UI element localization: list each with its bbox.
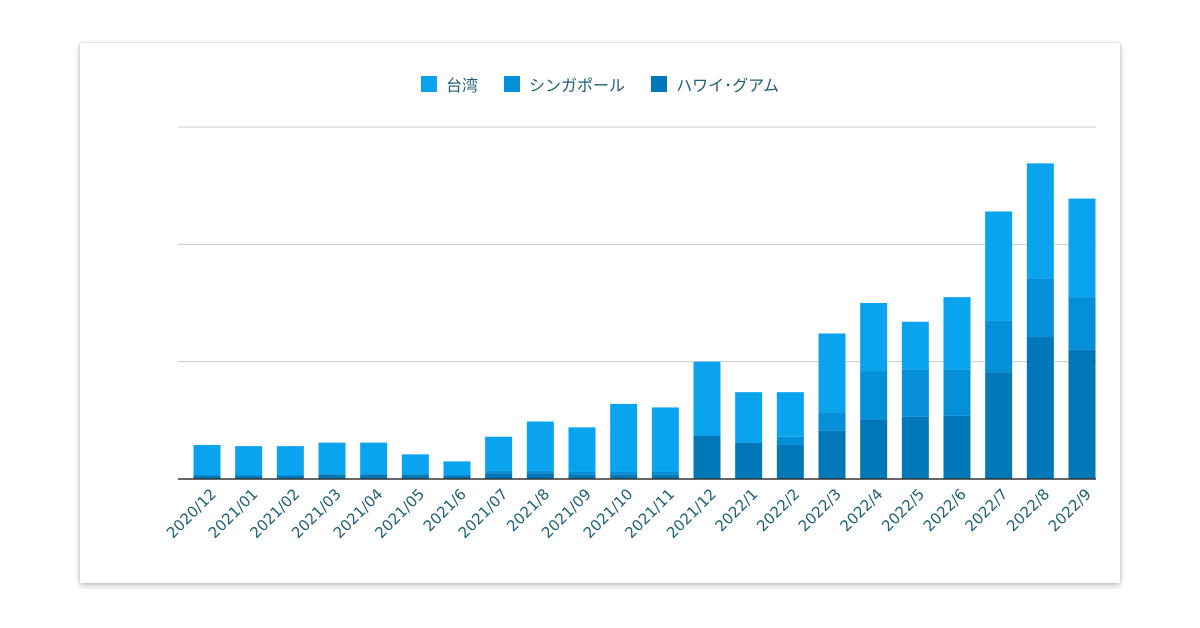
bar-segment-0-17[interactable] <box>902 417 929 479</box>
bar-segment-0-13[interactable] <box>735 443 762 479</box>
bar-segment-0-14[interactable] <box>777 445 804 479</box>
bar-segment-1-19[interactable] <box>985 321 1012 373</box>
x-tick-label: 2022/6 <box>920 485 970 535</box>
bar-segment-2-2[interactable] <box>277 446 304 475</box>
bar-segment-1-20[interactable] <box>1027 278 1054 337</box>
bar-segment-1-21[interactable] <box>1069 297 1096 350</box>
bar-segment-2-0[interactable] <box>194 445 221 476</box>
bar-segment-2-12[interactable] <box>694 362 721 436</box>
bars <box>194 163 1096 479</box>
bar-segment-0-19[interactable] <box>985 372 1012 479</box>
bar-segment-1-15[interactable] <box>819 412 846 431</box>
chart-plot: 2020/122021/012021/022021/032021/042021/… <box>80 43 1120 583</box>
bar-segment-1-8[interactable] <box>527 471 554 473</box>
bar-segment-0-7[interactable] <box>485 473 512 479</box>
bar-segment-2-7[interactable] <box>485 437 512 471</box>
bar-segment-2-6[interactable] <box>444 461 471 475</box>
x-tick-label: 2022/4 <box>836 485 886 535</box>
bar-segment-1-16[interactable] <box>860 371 887 419</box>
bar-segment-2-14[interactable] <box>777 392 804 437</box>
bar-segment-2-20[interactable] <box>1027 163 1054 278</box>
bar-segment-1-9[interactable] <box>569 472 596 474</box>
x-tick-label: 2022/7 <box>961 485 1011 535</box>
bar-segment-0-21[interactable] <box>1069 350 1096 479</box>
bar-segment-2-10[interactable] <box>610 404 637 472</box>
bar-segment-2-11[interactable] <box>652 407 679 472</box>
bar-segment-2-1[interactable] <box>235 446 262 475</box>
bar-segment-2-17[interactable] <box>902 322 929 370</box>
bar-segment-2-15[interactable] <box>819 334 846 413</box>
x-tick-label: 2022/2 <box>753 485 803 535</box>
bar-segment-1-18[interactable] <box>944 370 971 416</box>
x-tick-label: 2022/8 <box>1003 485 1053 535</box>
bar-segment-2-9[interactable] <box>569 427 596 472</box>
bar-segment-0-16[interactable] <box>860 419 887 479</box>
bar-segment-0-20[interactable] <box>1027 337 1054 479</box>
x-tick-labels: 2020/122021/012021/022021/032021/042021/… <box>163 485 1095 542</box>
bar-segment-1-10[interactable] <box>610 472 637 474</box>
bar-segment-2-21[interactable] <box>1069 199 1096 298</box>
bar-segment-0-18[interactable] <box>944 416 971 479</box>
bar-segment-2-3[interactable] <box>319 443 346 475</box>
bar-segment-2-18[interactable] <box>944 297 971 370</box>
bar-segment-0-8[interactable] <box>527 473 554 479</box>
bar-segment-0-12[interactable] <box>694 436 721 479</box>
bar-segment-1-17[interactable] <box>902 370 929 417</box>
bar-segment-2-4[interactable] <box>360 443 387 475</box>
bar-segment-2-13[interactable] <box>735 392 762 442</box>
x-tick-label: 2022/1 <box>711 485 761 535</box>
bar-segment-2-5[interactable] <box>402 454 429 474</box>
x-tick-label: 2022/9 <box>1045 485 1095 535</box>
chart-card: 台湾 シンガポール ハワイ･グアム 2020/12 2021/01 2021/02 2… <box>80 43 1120 583</box>
bar-segment-2-16[interactable] <box>860 303 887 371</box>
bar-segment-0-15[interactable] <box>819 431 846 479</box>
bar-segment-2-19[interactable] <box>985 211 1012 320</box>
x-tick-label: 2022/5 <box>878 485 928 535</box>
x-tick-label: 2022/3 <box>795 485 845 535</box>
bar-segment-2-8[interactable] <box>527 422 554 471</box>
bar-segment-1-11[interactable] <box>652 472 679 474</box>
bar-segment-1-7[interactable] <box>485 471 512 473</box>
bar-segment-1-14[interactable] <box>777 437 804 445</box>
